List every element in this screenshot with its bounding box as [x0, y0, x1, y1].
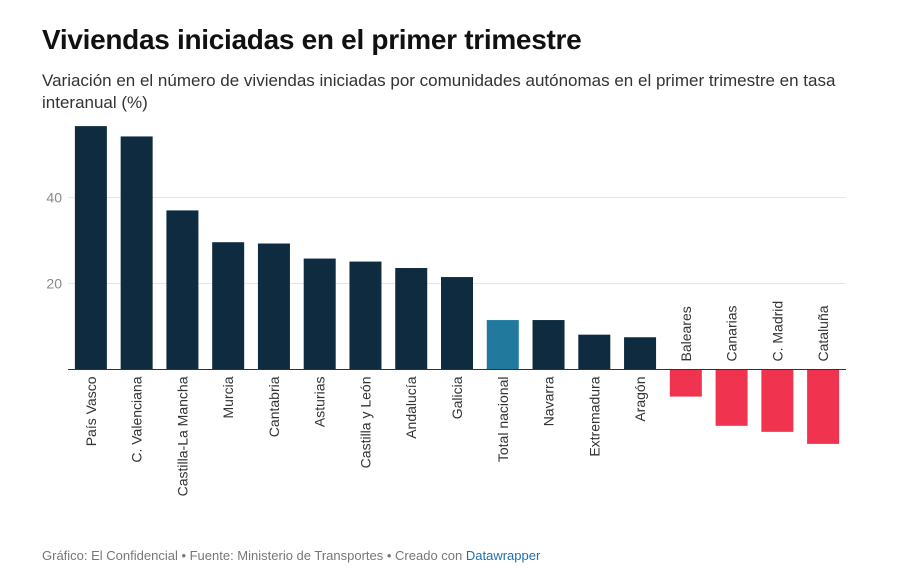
y-tick-label: 40	[46, 190, 62, 206]
bar-baleares[interactable]	[669, 369, 702, 397]
bar-castilla-y-le-n[interactable]	[349, 261, 382, 370]
category-label: Extremadura	[586, 376, 602, 456]
category-label: Murcia	[220, 376, 236, 418]
bar-navarra[interactable]	[532, 320, 565, 370]
bar-castilla-la-mancha[interactable]	[166, 210, 199, 370]
category-label: Cataluña	[815, 305, 831, 361]
category-label: Aragón	[632, 377, 648, 422]
category-label: Baleares	[678, 306, 694, 361]
category-label: Andalucía	[403, 376, 419, 438]
category-label: Castilla y León	[357, 377, 373, 469]
bar-catalu-a[interactable]	[807, 369, 840, 444]
y-tick-label: 20	[46, 276, 62, 292]
category-label: Canarias	[724, 305, 740, 361]
bar-cantabria[interactable]	[257, 243, 290, 370]
category-label: Asturias	[312, 377, 328, 428]
category-label: Cantabria	[266, 376, 282, 437]
category-label: Total nacional	[495, 377, 511, 463]
chart-subtitle: Variación en el número de viviendas inic…	[42, 71, 836, 112]
bar-galicia[interactable]	[441, 277, 473, 370]
chart-title: Viviendas iniciadas en el primer trimest…	[42, 24, 582, 55]
bar-total-nacional[interactable]	[486, 320, 519, 370]
bar-andaluc-a[interactable]	[395, 268, 428, 370]
category-label: País Vasco	[83, 376, 99, 446]
chart-footer: Gráfico: El Confidencial • Fuente: Minis…	[42, 548, 540, 563]
bar-murcia[interactable]	[212, 242, 245, 370]
bar-extremadura[interactable]	[578, 334, 611, 370]
bar-asturias[interactable]	[303, 258, 336, 370]
category-label: Galicia	[449, 376, 465, 419]
footer-credits: Gráfico: El Confidencial • Fuente: Minis…	[42, 548, 466, 563]
category-label: Navarra	[541, 376, 557, 426]
category-label: Castilla-La Mancha	[174, 376, 190, 496]
bar-c-madrid[interactable]	[761, 369, 794, 432]
bar-c-valenciana[interactable]	[120, 136, 153, 370]
category-label: C. Madrid	[769, 301, 785, 362]
bar-chart: 20 40 País Vasco C. Valenciana Castilla-La M…	[46, 126, 846, 496]
bar-canarias[interactable]	[715, 369, 748, 426]
datawrapper-link[interactable]: Datawrapper	[465, 548, 541, 563]
bar-pa-s-vasco[interactable]	[74, 126, 107, 370]
bar-arag-n[interactable]	[624, 337, 657, 370]
category-label: C. Valenciana	[129, 376, 145, 462]
